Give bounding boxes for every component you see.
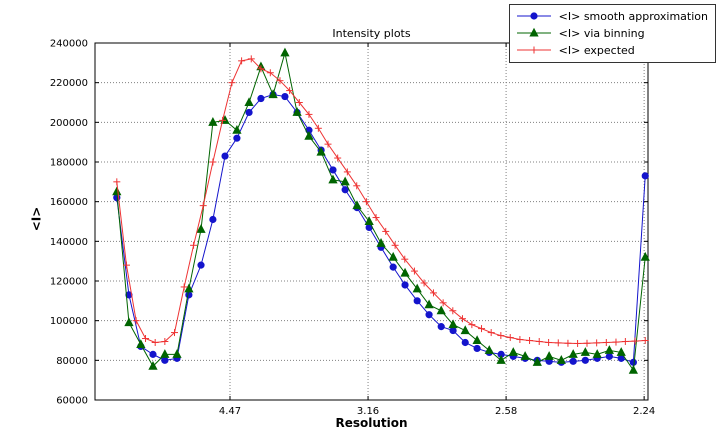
y-tick-label: 240000 xyxy=(50,39,88,50)
y-tick-label: 200000 xyxy=(50,118,88,129)
series-triangle xyxy=(112,47,650,374)
chart-title: Intensity plots xyxy=(332,27,411,40)
series-circle xyxy=(113,90,649,366)
y-tick-label: 120000 xyxy=(50,277,88,288)
y-tick-label: 100000 xyxy=(50,316,88,327)
legend-triangle-marker-icon xyxy=(516,27,551,37)
legend-item: <I> via binning xyxy=(514,25,708,41)
x-tick-label: 2.24 xyxy=(633,406,655,417)
x-tick-label: 4.47 xyxy=(219,406,241,417)
x-axis-label: Resolution xyxy=(335,416,408,430)
y-tick-label: 60000 xyxy=(56,396,88,407)
series-plus xyxy=(113,55,649,347)
legend-label: <I> via binning xyxy=(558,26,645,40)
legend: <I> smooth approximation <I> via binning… xyxy=(508,4,716,63)
x-tick-label: 2.58 xyxy=(495,406,517,417)
legend-circle-marker-icon xyxy=(516,12,551,20)
y-tick-label: 220000 xyxy=(50,78,88,89)
legend-label: <I> smooth approximation xyxy=(558,9,708,23)
x-tick-label: 3.16 xyxy=(357,406,379,417)
y-tick-label: 160000 xyxy=(50,197,88,208)
legend-item: <I> smooth approximation xyxy=(514,8,708,24)
y-tick-label: 80000 xyxy=(56,356,88,367)
legend-plus-marker-icon xyxy=(516,46,551,54)
y-tick-label: 180000 xyxy=(50,158,88,169)
y-axis-label: <I> xyxy=(29,206,44,232)
axis-ticks: 60000 80000 100000 120000 140000 160000 180000… xyxy=(50,39,655,418)
legend-item: <I> expected xyxy=(514,42,708,58)
y-tick-label: 140000 xyxy=(50,237,88,248)
legend-label: <I> expected xyxy=(558,43,635,57)
plot-border xyxy=(94,42,649,401)
